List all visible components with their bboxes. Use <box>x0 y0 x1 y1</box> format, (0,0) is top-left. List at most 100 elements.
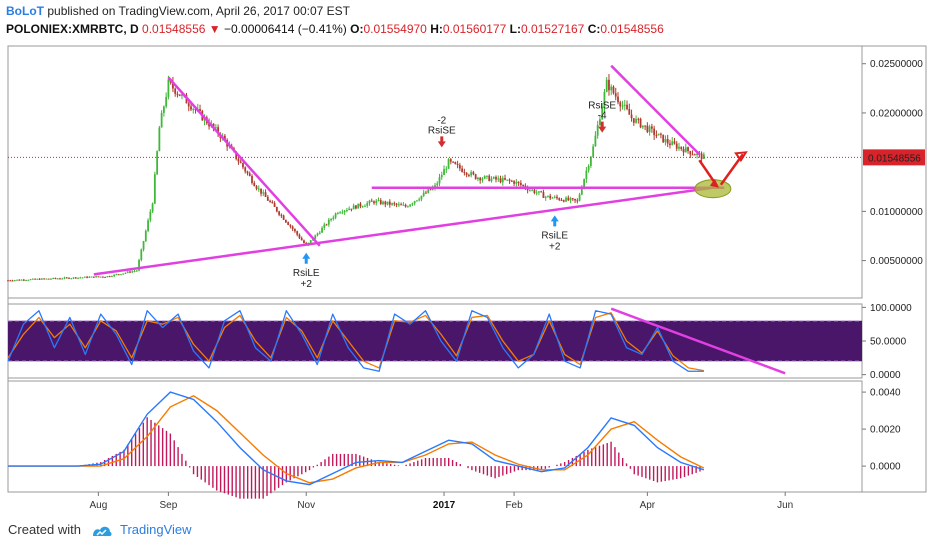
candle <box>517 181 520 186</box>
candle <box>632 118 635 126</box>
x-tick-label: Aug <box>89 500 107 511</box>
candle-body <box>400 204 403 206</box>
candle <box>504 174 506 181</box>
candle-body <box>540 191 543 193</box>
candle <box>535 189 538 196</box>
candle <box>86 276 88 279</box>
candle <box>151 202 154 214</box>
candle-body <box>499 178 502 183</box>
candle <box>558 197 561 202</box>
candle-body <box>359 203 362 207</box>
candle-body <box>632 118 635 123</box>
candle <box>506 179 509 181</box>
candle-body <box>648 126 651 133</box>
candle <box>384 200 387 208</box>
candle-body <box>156 151 159 175</box>
candle-body <box>669 143 671 146</box>
candle <box>341 209 344 215</box>
falling-trendline-1 <box>167 76 321 247</box>
candle-body <box>217 127 220 135</box>
candle-body <box>332 217 335 220</box>
candle <box>147 218 149 233</box>
macd-line <box>8 391 705 486</box>
candle-body <box>38 278 41 280</box>
candle <box>635 115 637 124</box>
candle <box>266 195 269 201</box>
candle <box>409 204 412 207</box>
candle-body <box>126 271 129 273</box>
candle-body <box>343 210 346 213</box>
candle-body <box>124 272 127 274</box>
candle <box>420 195 423 202</box>
candle-body <box>248 173 251 177</box>
candle-body <box>13 280 16 282</box>
candle-body <box>237 158 240 162</box>
candle <box>357 203 360 209</box>
candle-body <box>655 135 658 137</box>
open-value: 0.01554970 <box>363 22 427 36</box>
candle-body <box>257 188 260 190</box>
candle <box>269 199 271 203</box>
down-triangle-icon: ▼ <box>208 22 221 36</box>
candle-body <box>675 143 678 149</box>
candle <box>678 142 680 151</box>
candle <box>11 279 14 282</box>
tradingview-link[interactable]: TradingView <box>120 522 192 537</box>
candle-body <box>165 96 168 107</box>
candle-body <box>282 215 285 220</box>
candle-body <box>352 205 355 210</box>
candle-body <box>77 277 79 279</box>
candle-body <box>83 276 86 278</box>
candle-body <box>549 195 552 199</box>
candle <box>653 125 656 140</box>
x-tick-label: Feb <box>505 500 523 511</box>
candle-body <box>11 280 14 282</box>
candle-body <box>361 206 364 208</box>
candle-body <box>425 192 427 194</box>
candle-body <box>547 195 549 197</box>
candle <box>467 173 470 178</box>
short-signal-label: RsiSE <box>588 101 616 112</box>
candle <box>458 162 461 172</box>
candle-body <box>515 181 518 184</box>
candle-body <box>199 109 201 111</box>
candle <box>325 223 328 226</box>
candle-body <box>461 168 464 172</box>
candle <box>691 150 694 156</box>
candle <box>578 192 581 202</box>
candle <box>95 275 98 278</box>
symbol-label: POLONIEX:XMRBTC, D <box>6 22 139 36</box>
candle-body <box>639 118 642 128</box>
candle-body <box>187 103 190 107</box>
candle <box>25 279 27 282</box>
candle-body <box>479 177 482 181</box>
candle-body <box>178 94 181 96</box>
candle <box>262 189 265 197</box>
candle <box>571 197 574 202</box>
candle <box>300 236 303 241</box>
candle <box>20 279 23 281</box>
candle-body <box>605 79 608 92</box>
candle-body <box>386 201 389 205</box>
candle-body <box>45 278 48 280</box>
candle <box>472 170 475 176</box>
candle <box>395 202 398 208</box>
candle-body <box>34 278 37 280</box>
candle-body <box>657 133 660 136</box>
candle-body <box>174 88 177 94</box>
candle <box>422 189 425 198</box>
candle <box>429 189 432 191</box>
candle-body <box>160 112 163 128</box>
author-name[interactable]: BoLoT <box>6 4 44 18</box>
candle-body <box>623 104 626 106</box>
candle <box>388 199 391 208</box>
chart-frame <box>7 45 927 493</box>
candle <box>54 277 57 280</box>
candle-body <box>255 186 258 189</box>
candle-body <box>291 226 294 230</box>
candle <box>416 200 418 202</box>
candle <box>589 156 592 168</box>
candle <box>445 166 448 174</box>
candle <box>565 196 567 203</box>
